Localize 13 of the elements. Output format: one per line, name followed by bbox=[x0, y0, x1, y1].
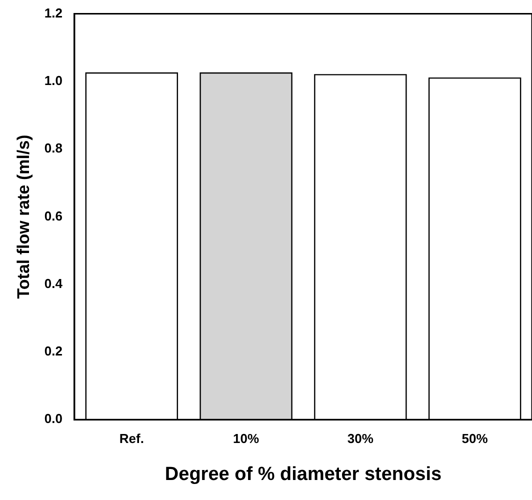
y-tick-label: 1.0 bbox=[44, 73, 62, 88]
x-tick-label: 30% bbox=[347, 430, 374, 446]
x-axis-title: Degree of % diameter stenosis bbox=[164, 464, 442, 485]
y-tick-label: 0.6 bbox=[44, 208, 62, 224]
x-tick-label: 50% bbox=[462, 430, 488, 446]
y-tick-label: 0.2 bbox=[44, 344, 62, 359]
y-tick-label: 1.2 bbox=[44, 5, 62, 20]
y-tick-label: 0.8 bbox=[44, 140, 62, 156]
y-tick-label: 0.0 bbox=[44, 411, 62, 426]
y-tick-label: 0.4 bbox=[44, 276, 64, 291]
y-axis-title: Total flow rate (ml/s) bbox=[14, 134, 33, 299]
x-tick-label: Ref. bbox=[119, 430, 144, 446]
x-tick-label: 10% bbox=[233, 430, 260, 446]
